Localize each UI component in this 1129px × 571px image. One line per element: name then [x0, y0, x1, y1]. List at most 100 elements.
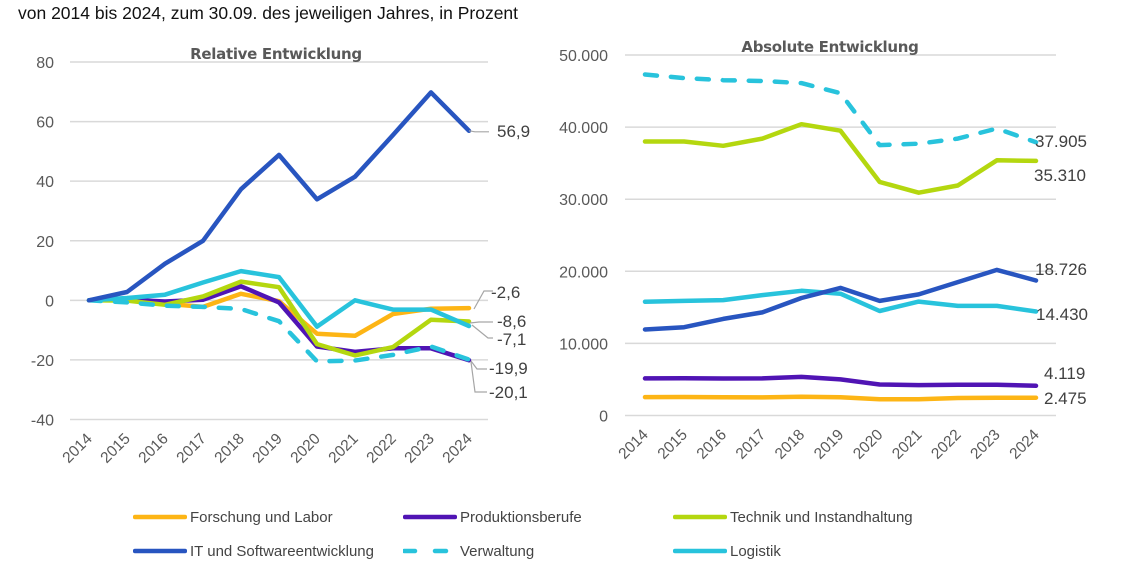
legend-label-produktion: Produktionsberufe [460, 508, 582, 526]
data-point-technik [201, 294, 205, 298]
data-point-produktion [956, 383, 960, 387]
data-point-it [839, 286, 843, 290]
legend-item-logistik[interactable]: Logistik [672, 541, 781, 561]
legend-marker-technik [672, 507, 728, 527]
data-point-forschung [643, 395, 647, 399]
data-point-verwaltung [956, 137, 960, 141]
x-tick-label: 2014 [615, 426, 652, 463]
data-label-it: 18.726 [1035, 260, 1087, 279]
y-tick-label: -20 [31, 353, 54, 370]
data-point-produktion [917, 383, 921, 387]
data-point-forschung [917, 397, 921, 401]
data-label-forschung: -2,6 [491, 283, 520, 302]
leader-line-verwaltung [470, 360, 487, 370]
legend-label-technik: Technik und Instandhaltung [730, 508, 913, 526]
data-point-it [277, 153, 281, 157]
data-point-it [353, 175, 357, 179]
data-point-it [643, 327, 647, 331]
leader-line-it [468, 130, 489, 133]
data-point-verwaltung [799, 81, 803, 85]
data-label-verwaltung: -19,9 [489, 359, 528, 378]
legend-marker-it [132, 541, 188, 561]
x-tick-label: 2016 [694, 426, 730, 462]
data-point-logistik [391, 308, 395, 312]
data-point-logistik [353, 298, 357, 302]
series-line-logistik [642, 288, 1039, 314]
legend-item-produktion[interactable]: Produktionsberufe [402, 507, 582, 527]
x-tick-label: 2021 [325, 430, 361, 466]
y-tick-label: 0 [599, 409, 608, 426]
x-tick-label: 2015 [97, 430, 133, 466]
x-tick-label: 2023 [401, 430, 437, 466]
data-point-it [1034, 278, 1038, 282]
series-line-it [86, 90, 472, 303]
data-point-forschung [760, 395, 764, 399]
data-point-verwaltung [682, 76, 686, 80]
x-tick-label: 2021 [889, 426, 925, 462]
data-point-verwaltung [125, 300, 129, 304]
data-point-logistik [277, 275, 281, 279]
data-point-produktion [995, 383, 999, 387]
data-label-produktion: 4.119 [1044, 364, 1085, 383]
x-tick-label: 2023 [967, 426, 1003, 462]
data-point-produktion [1034, 384, 1038, 388]
series-line-forschung [642, 394, 1039, 402]
series-line-produktion [642, 374, 1039, 389]
data-point-forschung [878, 397, 882, 401]
legend-item-technik[interactable]: Technik und Instandhaltung [672, 507, 913, 527]
chart-subtitle: von 2014 bis 2024, zum 30.09. des jeweil… [18, 3, 519, 23]
data-point-technik [917, 191, 921, 195]
data-label-technik: 35.310 [1034, 166, 1086, 185]
data-point-technik [799, 122, 803, 126]
data-label-logistik: 14.430 [1036, 305, 1088, 324]
leader-line-logistik [469, 321, 493, 324]
data-point-forschung [799, 395, 803, 399]
legend-label-verwaltung: Verwaltung [460, 542, 535, 560]
data-point-it [917, 292, 921, 296]
data-point-produktion [760, 376, 764, 380]
data-point-technik [643, 140, 647, 144]
data-point-forschung [353, 334, 357, 338]
legend-label-logistik: Logistik [730, 542, 781, 560]
data-point-it [125, 290, 129, 294]
data-point-logistik [429, 308, 433, 312]
data-point-it [878, 299, 882, 303]
data-point-technik [995, 158, 999, 162]
chart-title: Relative Entwicklung [190, 45, 362, 63]
data-label-verwaltung: 37.905 [1035, 132, 1087, 151]
legend-marker-logistik [672, 541, 728, 561]
data-point-verwaltung [277, 319, 281, 323]
legend-item-it[interactable]: IT und Softwareentwicklung [132, 541, 374, 561]
data-point-it [315, 197, 319, 201]
y-tick-label: 0 [45, 293, 54, 310]
legend-item-forschung[interactable]: Forschung und Labor [132, 507, 333, 527]
data-point-technik [721, 144, 725, 148]
data-point-logistik [315, 325, 319, 329]
data-point-it [799, 296, 803, 300]
y-tick-label: 40.000 [559, 120, 608, 137]
data-point-verwaltung [391, 353, 395, 357]
series-line-verwaltung [642, 72, 1039, 148]
data-point-logistik [201, 280, 205, 284]
data-point-technik [353, 353, 357, 357]
data-point-technik [839, 129, 843, 133]
data-point-logistik [239, 269, 243, 273]
data-point-it [429, 90, 433, 94]
data-point-technik [315, 342, 319, 346]
series-line-it [642, 267, 1039, 332]
data-label-technik: -7,1 [497, 330, 526, 349]
data-point-forschung [682, 395, 686, 399]
x-tick-label: 2014 [59, 430, 96, 467]
data-point-it [995, 268, 999, 272]
data-point-forschung [1034, 396, 1038, 400]
chart-title: Absolute Entwicklung [741, 38, 918, 56]
data-point-technik [878, 180, 882, 184]
data-label-it: 56,9 [497, 122, 530, 141]
data-point-technik [429, 318, 433, 322]
legend-item-verwaltung[interactable]: Verwaltung [401, 541, 535, 561]
y-tick-label: -40 [31, 413, 54, 430]
x-tick-label: 2017 [173, 430, 209, 466]
data-point-forschung [839, 395, 843, 399]
